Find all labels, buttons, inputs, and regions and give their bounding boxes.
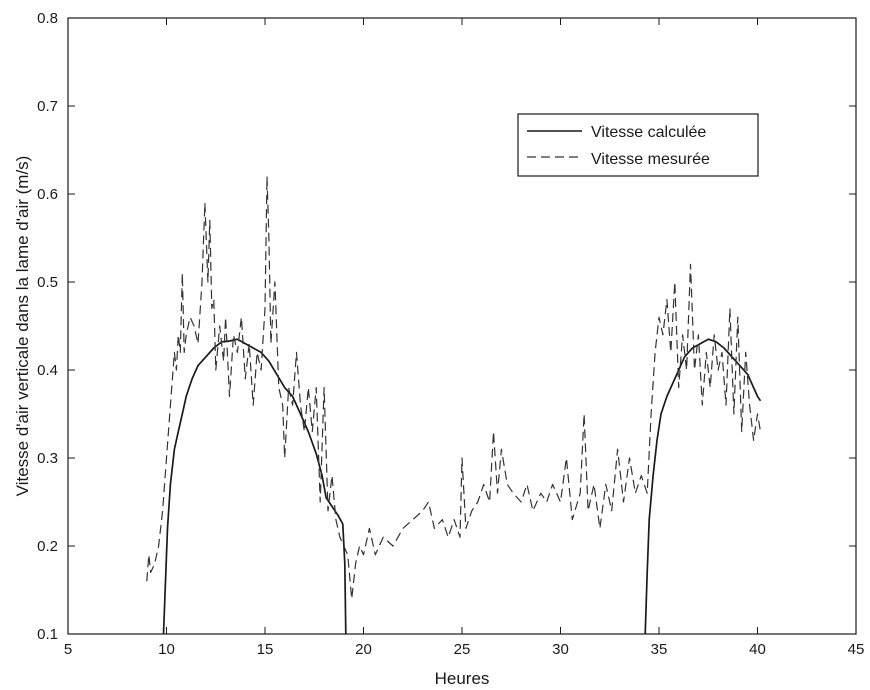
x-tick-label: 40 [749, 641, 766, 658]
legend-label-calculee: Vitesse calculée [591, 124, 706, 141]
legend-box [517, 113, 759, 177]
y-tick-label: 0.1 [37, 626, 58, 643]
x-tick-label: 10 [158, 641, 175, 658]
y-tick-label: 0.5 [37, 274, 58, 291]
x-tick-label: 20 [355, 641, 372, 658]
y-tick-label: 0.4 [37, 362, 58, 379]
x-axis-title: Heures [435, 669, 490, 688]
y-axis-title: Vitesse d'air verticale dans la lame d'a… [13, 156, 32, 497]
series-layer [146, 175, 762, 635]
legend: Vitesse calculée Vitesse mesurée [517, 113, 759, 177]
y-tick-label: 0.8 [37, 10, 58, 27]
x-tick-label: 35 [651, 641, 668, 658]
x-tick-label: 25 [454, 641, 471, 658]
y-tick-label: 0.7 [37, 98, 58, 115]
y-tick-label: 0.2 [37, 538, 58, 555]
y-tick-label: 0.6 [37, 186, 58, 203]
x-tick-label: 15 [257, 641, 274, 658]
legend-label-mesuree: Vitesse mesurée [591, 151, 710, 168]
y-tick-label: 0.3 [37, 450, 58, 467]
x-tick-label: 30 [552, 641, 569, 658]
ticks-layer: 5 10 15 20 25 30 35 40 45 0.1 0.2 0.3 0.4 0.5 0.6 0.7 0.… [37, 10, 864, 658]
series-line-vitesse-mesuree [146, 175, 762, 600]
x-tick-label: 5 [64, 641, 72, 658]
x-tick-label: 45 [848, 641, 865, 658]
